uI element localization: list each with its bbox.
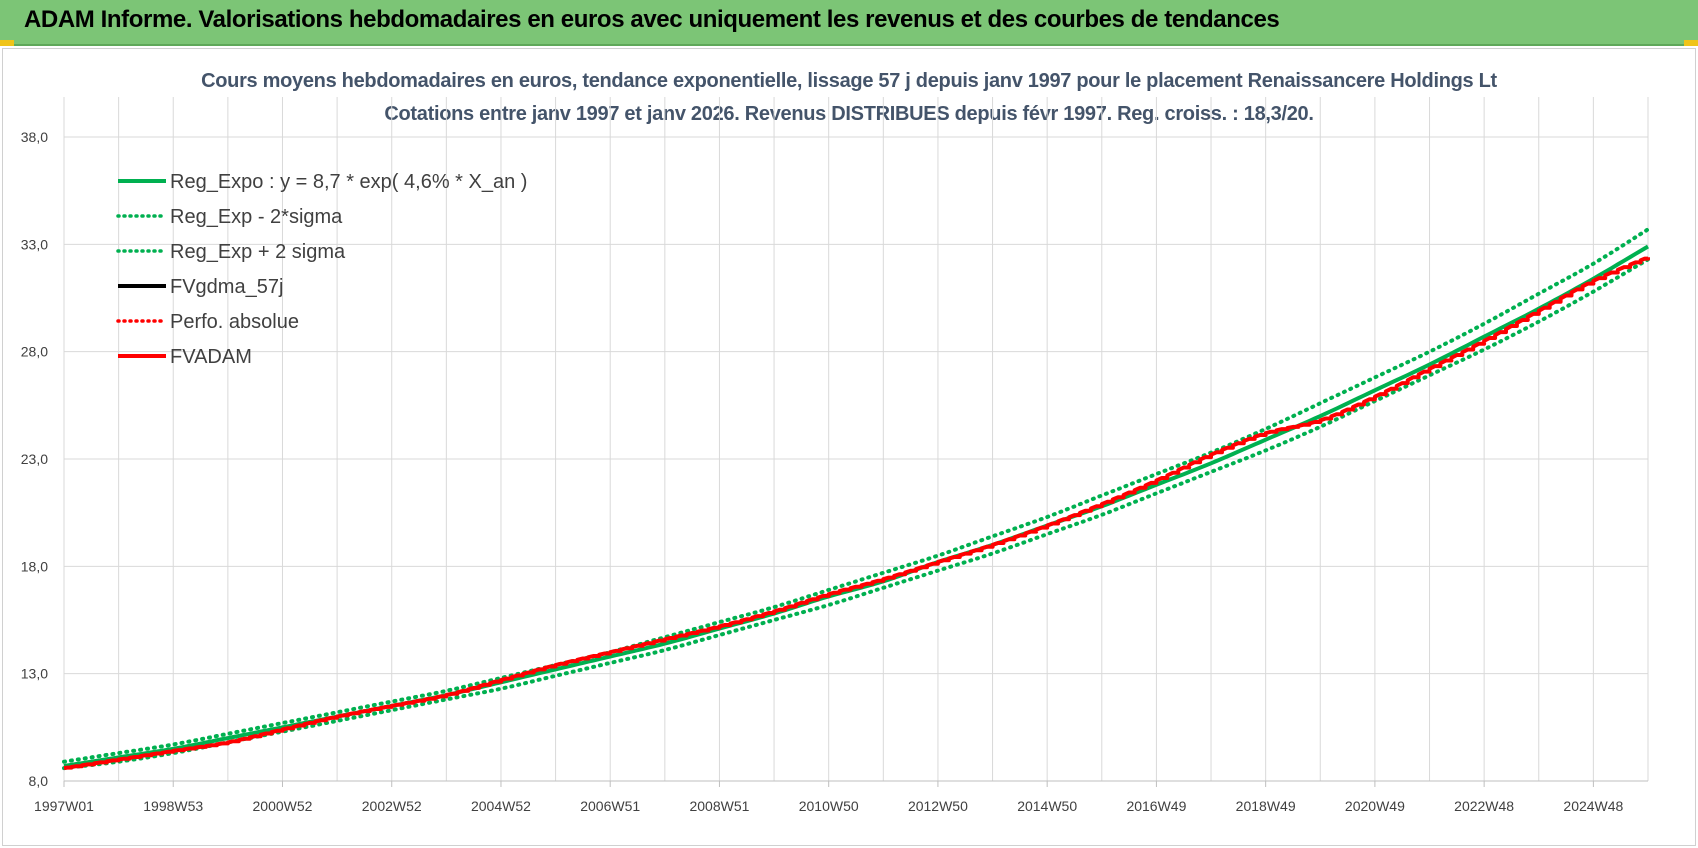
x-tick-label: 2014W50 — [1017, 798, 1077, 814]
header-bar: ADAM Informe. Valorisations hebdomadaire… — [0, 0, 1698, 46]
chart-subtitle: Cotations entre janv 1997 et janv 2026. … — [384, 103, 1314, 125]
x-tick-label: 2008W51 — [689, 798, 749, 814]
corner-marker — [1684, 40, 1698, 46]
chart-title: Cours moyens hebdomadaires en euros, ten… — [201, 70, 1497, 92]
header-title: ADAM Informe. Valorisations hebdomadaire… — [24, 6, 1280, 33]
legend-label: Perfo. absolue — [170, 311, 299, 333]
y-tick-label: 38,0 — [21, 129, 48, 145]
legend-label: FVADAM — [170, 346, 252, 368]
x-tick-label: 2004W52 — [471, 798, 531, 814]
x-tick-label: 2018W49 — [1236, 798, 1296, 814]
chart-area — [2, 48, 1696, 846]
x-tick-label: 2016W49 — [1126, 798, 1186, 814]
y-tick-label: 28,0 — [21, 344, 48, 360]
x-tick-label: 2024W48 — [1563, 798, 1623, 814]
series-reg-exp-minus-2sigma — [62, 257, 1650, 771]
x-tick-label: 2010W50 — [799, 798, 859, 814]
legend-label: Reg_Exp - 2*sigma — [170, 206, 343, 228]
series-reg-exp-plus-2sigma — [62, 227, 1650, 764]
y-tick-label: 18,0 — [21, 558, 48, 574]
y-tick-label: 33,0 — [21, 236, 48, 252]
corner-marker — [0, 40, 14, 46]
y-tick-label: 23,0 — [21, 451, 48, 467]
x-tick-label: 2020W49 — [1345, 798, 1405, 814]
x-tick-label: 1998W53 — [143, 798, 203, 814]
series-reg-expo — [63, 244, 1650, 768]
y-tick-label: 8,0 — [29, 773, 49, 789]
legend-label: Reg_Expo : y = 8,7 * exp( 4,6% * X_an ) — [170, 171, 527, 193]
x-tick-label: 1997W01 — [34, 798, 94, 814]
y-tick-label: 13,0 — [21, 666, 48, 682]
series-fvadam — [63, 256, 1650, 771]
x-tick-label: 2000W52 — [253, 798, 313, 814]
x-tick-label: 2002W52 — [362, 798, 422, 814]
x-tick-label: 2006W51 — [580, 798, 640, 814]
legend-label: Reg_Exp + 2 sigma — [170, 241, 346, 263]
x-tick-label: 2022W48 — [1454, 798, 1514, 814]
x-tick-label: 2012W50 — [908, 798, 968, 814]
legend-label: FVgdma_57j — [170, 276, 283, 298]
